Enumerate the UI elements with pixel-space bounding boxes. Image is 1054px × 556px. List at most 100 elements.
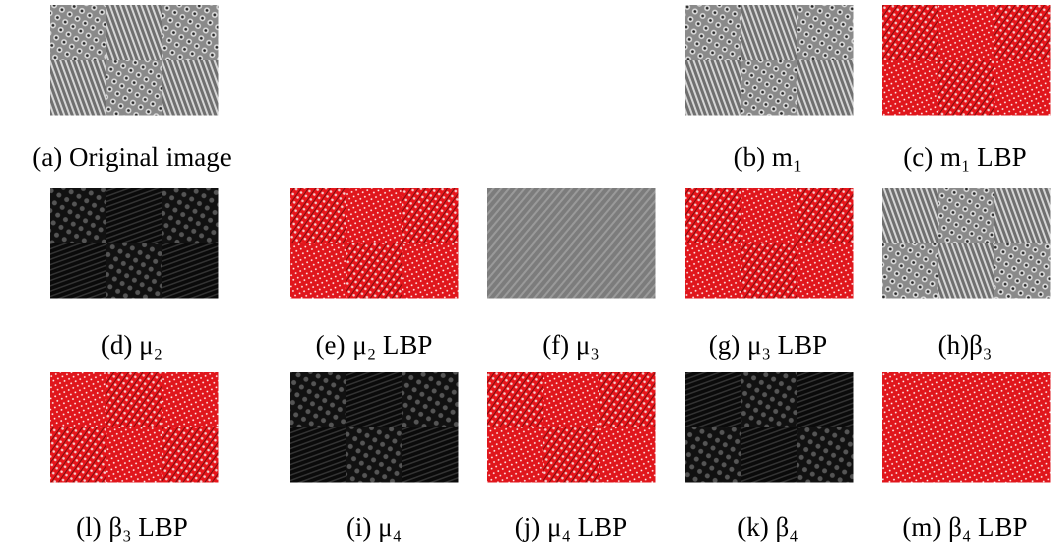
texture-block: [685, 188, 742, 244]
texture-block: [994, 60, 1051, 116]
panels: (a) Original image (b) m₁ (c) m₁ LBP (d) μ₂…: [32, 5, 1050, 542]
texture-block: [741, 188, 798, 244]
panel-image: [882, 188, 1051, 299]
panel: (l) β₃ LBP: [50, 372, 219, 542]
texture-block: [685, 60, 742, 116]
panel: (d) μ₂: [50, 188, 219, 360]
texture-block: [599, 427, 656, 483]
panel-caption: (i) μ₄: [346, 512, 402, 542]
texture-block: [402, 188, 459, 244]
texture-block: [994, 5, 1051, 61]
texture-block: [487, 188, 544, 244]
texture-block: [797, 60, 854, 116]
texture-block: [487, 243, 544, 299]
texture-block: [290, 372, 347, 428]
texture-block: [402, 243, 459, 299]
texture-block: [741, 243, 798, 299]
panel-image: [685, 5, 854, 116]
panel-image: [50, 188, 219, 299]
texture-block: [543, 188, 600, 244]
panel: (g) μ₃ LBP: [685, 188, 854, 360]
texture-block: [938, 243, 995, 299]
panel-caption: (g) μ₃ LBP: [709, 330, 827, 360]
panel: (a) Original image: [32, 5, 231, 172]
panel: (c) m₁ LBP: [882, 5, 1051, 172]
texture-block: [938, 188, 995, 244]
texture-block: [290, 188, 347, 244]
texture-block: [162, 5, 219, 61]
panel-image: [290, 188, 459, 299]
texture-block: [487, 372, 544, 428]
texture-block: [882, 188, 939, 244]
panel-caption: (h)β₃: [938, 330, 993, 360]
panel: (e) μ₂ LBP: [290, 188, 459, 360]
panel-image: [290, 372, 459, 483]
panel-caption: (k) β₄: [737, 512, 798, 542]
texture-block: [599, 372, 656, 428]
texture-block: [741, 372, 798, 428]
texture-block: [50, 60, 107, 116]
texture-block: [599, 188, 656, 244]
texture-block: [402, 372, 459, 428]
texture-block: [938, 60, 995, 116]
texture-block: [162, 243, 219, 299]
texture-block: [994, 243, 1051, 299]
texture-block: [543, 372, 600, 428]
texture-block: [685, 372, 742, 428]
texture-block: [938, 427, 995, 483]
panel: (k) β₄: [685, 372, 854, 542]
texture-block: [162, 188, 219, 244]
texture-block: [741, 5, 798, 61]
panel-image: [487, 372, 656, 483]
texture-block: [882, 243, 939, 299]
panel-caption: (a) Original image: [32, 142, 231, 172]
texture-block: [346, 188, 403, 244]
texture-block: [685, 243, 742, 299]
panel-caption: (l) β₃ LBP: [76, 512, 188, 542]
texture-block: [106, 243, 163, 299]
texture-block: [938, 372, 995, 428]
texture-block: [741, 427, 798, 483]
texture-block: [346, 427, 403, 483]
panel-image: [487, 188, 656, 299]
texture-block: [797, 427, 854, 483]
panel-caption: (f) μ₃: [542, 330, 600, 360]
texture-block: [882, 5, 939, 61]
texture-block: [685, 5, 742, 61]
panel-caption: (c) m₁ LBP: [903, 142, 1026, 172]
texture-block: [162, 427, 219, 483]
panel: (b) m₁: [685, 5, 854, 172]
panel: (h)β₃: [882, 188, 1051, 360]
panel-caption: (j) μ₄ LBP: [515, 512, 627, 542]
texture-block: [685, 427, 742, 483]
texture-block: [290, 427, 347, 483]
texture-block: [797, 372, 854, 428]
texture-block: [994, 188, 1051, 244]
texture-block: [162, 60, 219, 116]
texture-block: [797, 243, 854, 299]
texture-block: [994, 427, 1051, 483]
texture-block: [797, 188, 854, 244]
texture-block: [106, 60, 163, 116]
panel-image: [685, 188, 854, 299]
texture-block: [50, 188, 107, 244]
texture-block: [938, 5, 995, 61]
texture-block: [797, 5, 854, 61]
texture-block: [50, 372, 107, 428]
texture-block: [346, 372, 403, 428]
texture-block: [402, 427, 459, 483]
texture-block: [882, 372, 939, 428]
texture-block: [882, 60, 939, 116]
texture-block: [741, 60, 798, 116]
texture-block: [994, 372, 1051, 428]
texture-block: [290, 243, 347, 299]
texture-block: [50, 427, 107, 483]
texture-block: [882, 427, 939, 483]
panel: (j) μ₄ LBP: [487, 372, 656, 542]
panel: (i) μ₄: [290, 372, 459, 542]
texture-block: [106, 188, 163, 244]
panel: (m) β₄ LBP: [882, 372, 1051, 542]
texture-block: [162, 372, 219, 428]
texture-block: [599, 243, 656, 299]
panel-image: [882, 5, 1051, 116]
